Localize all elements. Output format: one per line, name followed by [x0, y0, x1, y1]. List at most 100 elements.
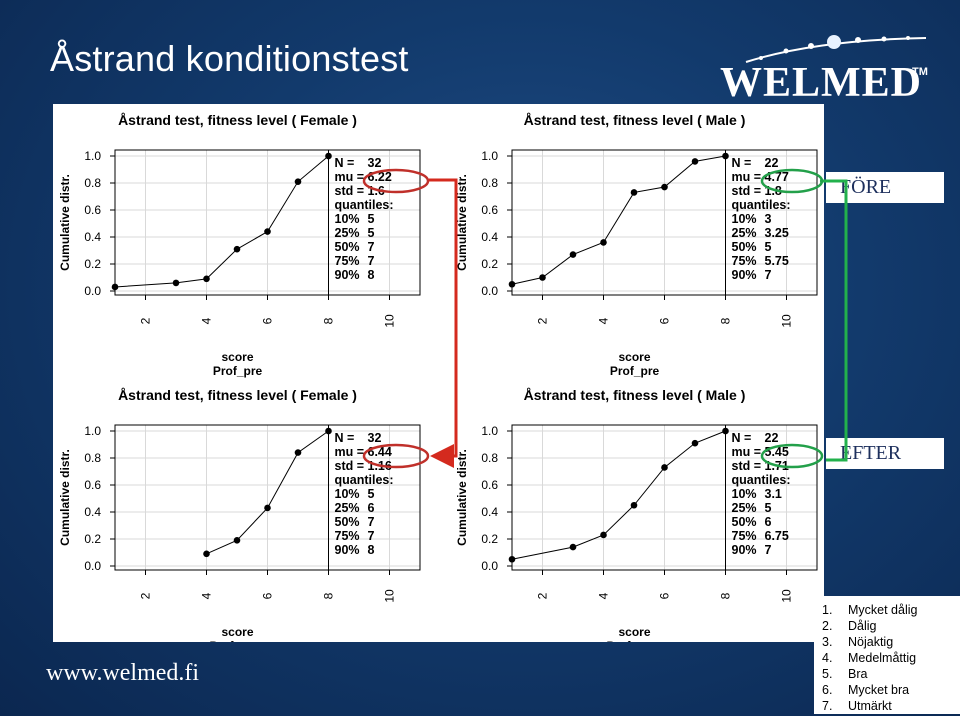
stat-key: 10%	[732, 212, 757, 226]
y-tick-label: 1.0	[481, 424, 498, 438]
chart-title: Åstrand test, fitness level ( Female )	[118, 387, 357, 403]
y-tick-label: 0.4	[84, 230, 101, 244]
y-tick-label: 0.8	[481, 451, 498, 465]
stat-key: 10%	[335, 212, 360, 226]
x-tick-label: 8	[322, 317, 336, 324]
stat-value: 6	[765, 515, 772, 529]
data-point	[630, 501, 638, 509]
stat-value: 7	[368, 529, 375, 543]
stat-value: 5	[368, 487, 375, 501]
stat-value: 5	[368, 212, 375, 226]
x-tick-label: 10	[780, 314, 794, 328]
legend-item: 4. Medelmåttig	[822, 651, 917, 665]
stat-value: 5	[765, 240, 772, 254]
stat-key: 25%	[335, 226, 360, 240]
slide-title: Åstrand konditionstest	[50, 38, 409, 79]
stat-value: 3.1	[765, 487, 782, 501]
x-tick-label: 6	[261, 592, 275, 599]
data-point	[600, 531, 607, 539]
stat-value: 6.22	[368, 170, 392, 184]
stat-value: 5	[765, 501, 772, 515]
data-point	[722, 427, 729, 435]
y-tick-label: 0.0	[481, 559, 498, 573]
stat-key: 75%	[732, 254, 757, 268]
charts-svg: Åstrand test, fitness level ( Female ) 0.…	[58, 112, 818, 653]
data-point	[203, 550, 210, 558]
y-tick-label: 0.6	[84, 203, 101, 217]
stat-value: 7	[368, 240, 375, 254]
x-tick-label: 4	[597, 592, 611, 599]
data-point	[691, 439, 699, 447]
stat-value: 7	[765, 543, 772, 557]
stat-key: std =	[335, 459, 365, 473]
stat-key: std =	[732, 459, 762, 473]
y-axis-label: Cumulative distr.	[58, 449, 72, 546]
stat-key: quantiles:	[732, 198, 791, 212]
x-tick-label: 8	[719, 592, 733, 599]
stat-value: 4.77	[765, 170, 789, 184]
x-tick-label: 2	[139, 317, 153, 324]
data-point	[233, 537, 241, 544]
x-axis-label: score	[618, 625, 650, 639]
x-tick-label: 8	[322, 592, 336, 599]
x-tick-label: 10	[780, 589, 794, 603]
stat-key: N =	[732, 156, 752, 170]
stat-value: 22	[765, 156, 779, 170]
stat-value: 32	[368, 156, 382, 170]
plot-panel: Åstrand test, fitness level ( Female ) 0.…	[53, 104, 824, 653]
stat-value: 3	[765, 212, 772, 226]
stat-key: quantiles:	[335, 198, 394, 212]
stat-value: 5.75	[765, 254, 789, 268]
stat-value: 8	[368, 268, 375, 282]
data-point	[264, 228, 271, 235]
stat-value: 7	[368, 515, 375, 529]
data-point	[294, 449, 302, 456]
x-tick-label: 6	[261, 317, 275, 324]
y-tick-label: 0.6	[481, 203, 498, 217]
stat-value: 1.8	[765, 184, 782, 198]
data-point	[111, 283, 119, 291]
stat-key: 25%	[732, 226, 757, 240]
y-tick-label: 0.6	[481, 478, 498, 492]
x-tick-label: 6	[658, 592, 672, 599]
y-tick-label: 0.4	[481, 505, 498, 519]
stat-value: 22	[765, 431, 779, 445]
chart-title: Åstrand test, fitness level ( Female )	[118, 112, 357, 128]
stat-key: mu =	[335, 170, 365, 184]
data-point	[661, 464, 668, 471]
data-point	[203, 275, 210, 283]
stat-value: 1.16	[368, 459, 392, 473]
legend-item: 1. Mycket dålig	[822, 603, 918, 617]
stat-value: 3.25	[765, 226, 789, 240]
x-tick-label: 2	[139, 592, 153, 599]
stat-value: 5.45	[765, 445, 789, 459]
data-point	[508, 555, 516, 563]
y-tick-label: 1.0	[481, 149, 498, 163]
stat-key: 10%	[732, 487, 757, 501]
score-legend: 1. Mycket dålig 2. Dålig 3. Nöjaktig 4. Mede…	[814, 596, 960, 714]
x-tick-label: 6	[658, 317, 672, 324]
stat-value: 6.75	[765, 529, 789, 543]
stat-key: N =	[732, 431, 752, 445]
data-point	[233, 245, 241, 253]
legend-item: 7. Utmärkt	[822, 699, 892, 713]
legend-item: 2. Dålig	[822, 619, 877, 633]
data-point	[539, 274, 546, 281]
x-tick-label: 4	[597, 317, 611, 324]
data-point	[691, 158, 699, 165]
stat-key: 90%	[335, 543, 360, 557]
x-tick-label: 4	[200, 317, 214, 324]
data-point	[508, 280, 516, 288]
stat-key: std =	[732, 184, 762, 198]
y-tick-label: 0.8	[84, 451, 101, 465]
stat-key: quantiles:	[732, 473, 791, 487]
y-tick-label: 0.6	[84, 478, 101, 492]
data-point	[630, 189, 638, 196]
x-tick-label: 4	[200, 592, 214, 599]
chart-4: Åstrand test, fitness level ( Male ) 0.0 0…	[455, 387, 818, 653]
legend-item: 5. Bra	[822, 667, 868, 681]
stat-key: 25%	[732, 501, 757, 515]
x-axis-label: score	[618, 350, 650, 364]
legend-item: 3. Nöjaktig	[822, 635, 894, 649]
stat-key: 50%	[732, 240, 757, 254]
